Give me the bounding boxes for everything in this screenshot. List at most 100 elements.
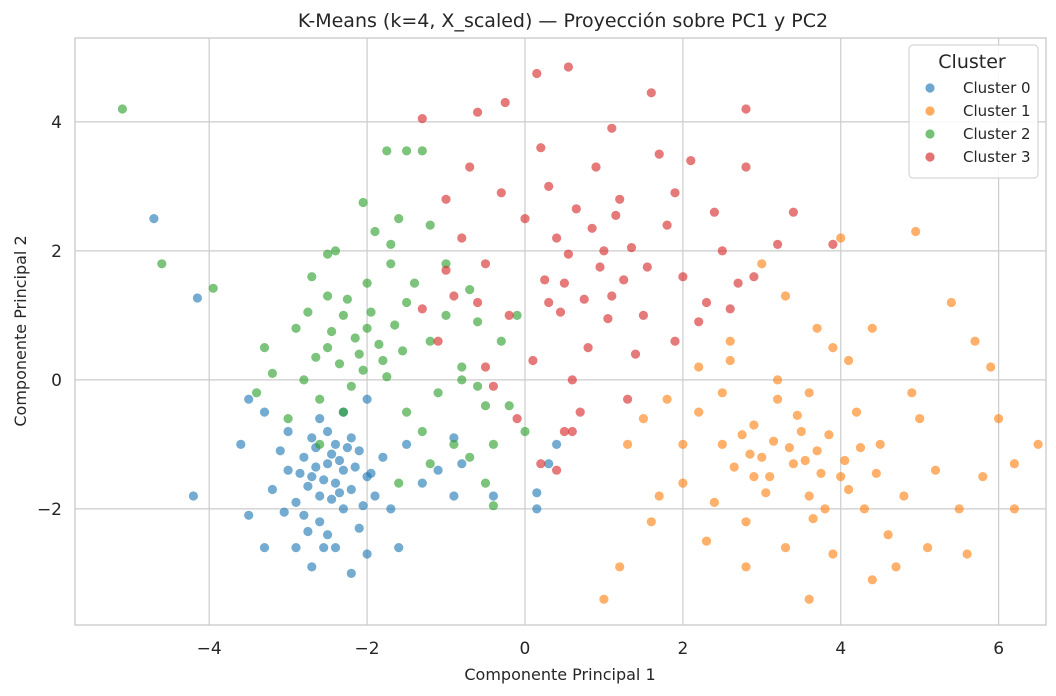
data-point — [378, 355, 388, 366]
data-point — [678, 272, 688, 282]
data-point — [267, 368, 277, 378]
data-point — [259, 343, 270, 353]
data-point — [638, 310, 649, 320]
data-point — [283, 426, 293, 437]
data-point — [626, 243, 637, 253]
data-point — [362, 323, 372, 333]
data-point — [488, 491, 498, 501]
data-point — [891, 562, 901, 572]
data-point — [915, 414, 925, 424]
data-point — [358, 501, 368, 511]
data-point — [311, 352, 321, 362]
legend-marker — [925, 83, 935, 93]
data-point — [488, 381, 498, 391]
data-point — [788, 207, 799, 217]
data-point — [338, 465, 348, 475]
x-tick-label: 2 — [677, 639, 688, 659]
y-tick-label: 2 — [51, 242, 62, 262]
data-point — [370, 226, 380, 237]
data-point — [362, 278, 372, 288]
data-point — [701, 297, 712, 308]
data-point — [520, 214, 530, 224]
legend-title: Cluster — [938, 51, 1006, 73]
data-point — [465, 285, 475, 295]
data-point — [188, 491, 198, 501]
data-point — [330, 543, 341, 553]
data-point — [678, 478, 688, 488]
data-point — [374, 339, 384, 349]
data-point — [117, 104, 127, 114]
data-point — [327, 326, 337, 337]
data-point — [552, 439, 562, 449]
data-point — [816, 468, 826, 478]
data-point — [323, 249, 333, 259]
data-point — [540, 275, 550, 285]
data-point — [828, 343, 838, 353]
x-tick-label: 0 — [520, 639, 531, 659]
data-point — [757, 259, 767, 269]
data-point — [323, 291, 333, 301]
data-point — [512, 414, 522, 424]
data-point — [496, 188, 506, 198]
data-point — [386, 259, 396, 269]
y-tick-label: −2 — [37, 500, 62, 520]
data-point — [804, 491, 814, 501]
legend-label: Cluster 2 — [963, 125, 1031, 143]
data-point — [623, 394, 633, 404]
data-point — [654, 491, 664, 501]
data-point — [433, 465, 443, 475]
data-point — [433, 388, 443, 398]
series-cluster-1 — [599, 226, 1043, 604]
legend-marker — [925, 129, 935, 139]
data-point — [603, 314, 613, 324]
data-point — [473, 297, 483, 308]
data-point — [800, 455, 810, 466]
data-point — [473, 107, 483, 117]
data-point — [500, 97, 510, 108]
data-point — [382, 372, 392, 382]
data-point — [607, 123, 617, 133]
data-point — [709, 207, 720, 217]
data-point — [701, 536, 712, 546]
data-point — [457, 375, 467, 385]
data-point — [327, 449, 337, 459]
data-point — [694, 317, 704, 327]
data-point — [544, 181, 554, 191]
data-point — [295, 468, 305, 478]
data-point — [283, 414, 293, 424]
data-point — [532, 488, 542, 498]
data-point — [808, 514, 818, 524]
data-point — [433, 336, 443, 346]
data-point — [757, 452, 767, 462]
data-point — [520, 426, 530, 437]
data-point — [970, 336, 980, 346]
data-point — [923, 543, 933, 553]
data-point — [741, 562, 751, 572]
data-point — [323, 426, 333, 437]
data-point — [717, 246, 727, 256]
data-point — [563, 249, 574, 259]
data-point — [579, 294, 589, 304]
data-point — [773, 394, 783, 404]
data-point — [334, 359, 345, 369]
data-point — [425, 336, 435, 346]
data-point — [954, 504, 964, 514]
data-point — [425, 459, 435, 469]
data-point — [488, 501, 498, 511]
data-point — [851, 407, 862, 417]
data-point — [749, 420, 759, 430]
data-point — [615, 194, 625, 204]
data-point — [599, 594, 609, 604]
data-point — [875, 439, 885, 449]
data-point — [330, 439, 341, 449]
data-point — [654, 149, 664, 159]
data-point — [441, 259, 451, 269]
data-point — [319, 543, 329, 553]
data-point — [867, 575, 877, 585]
data-point — [402, 439, 412, 449]
data-point — [465, 162, 475, 172]
data-point — [394, 214, 404, 224]
plot-frame — [74, 37, 1047, 626]
data-point — [457, 362, 467, 372]
chart-title: K-Means (k=4, X_scaled) — Proyección sob… — [298, 10, 828, 32]
